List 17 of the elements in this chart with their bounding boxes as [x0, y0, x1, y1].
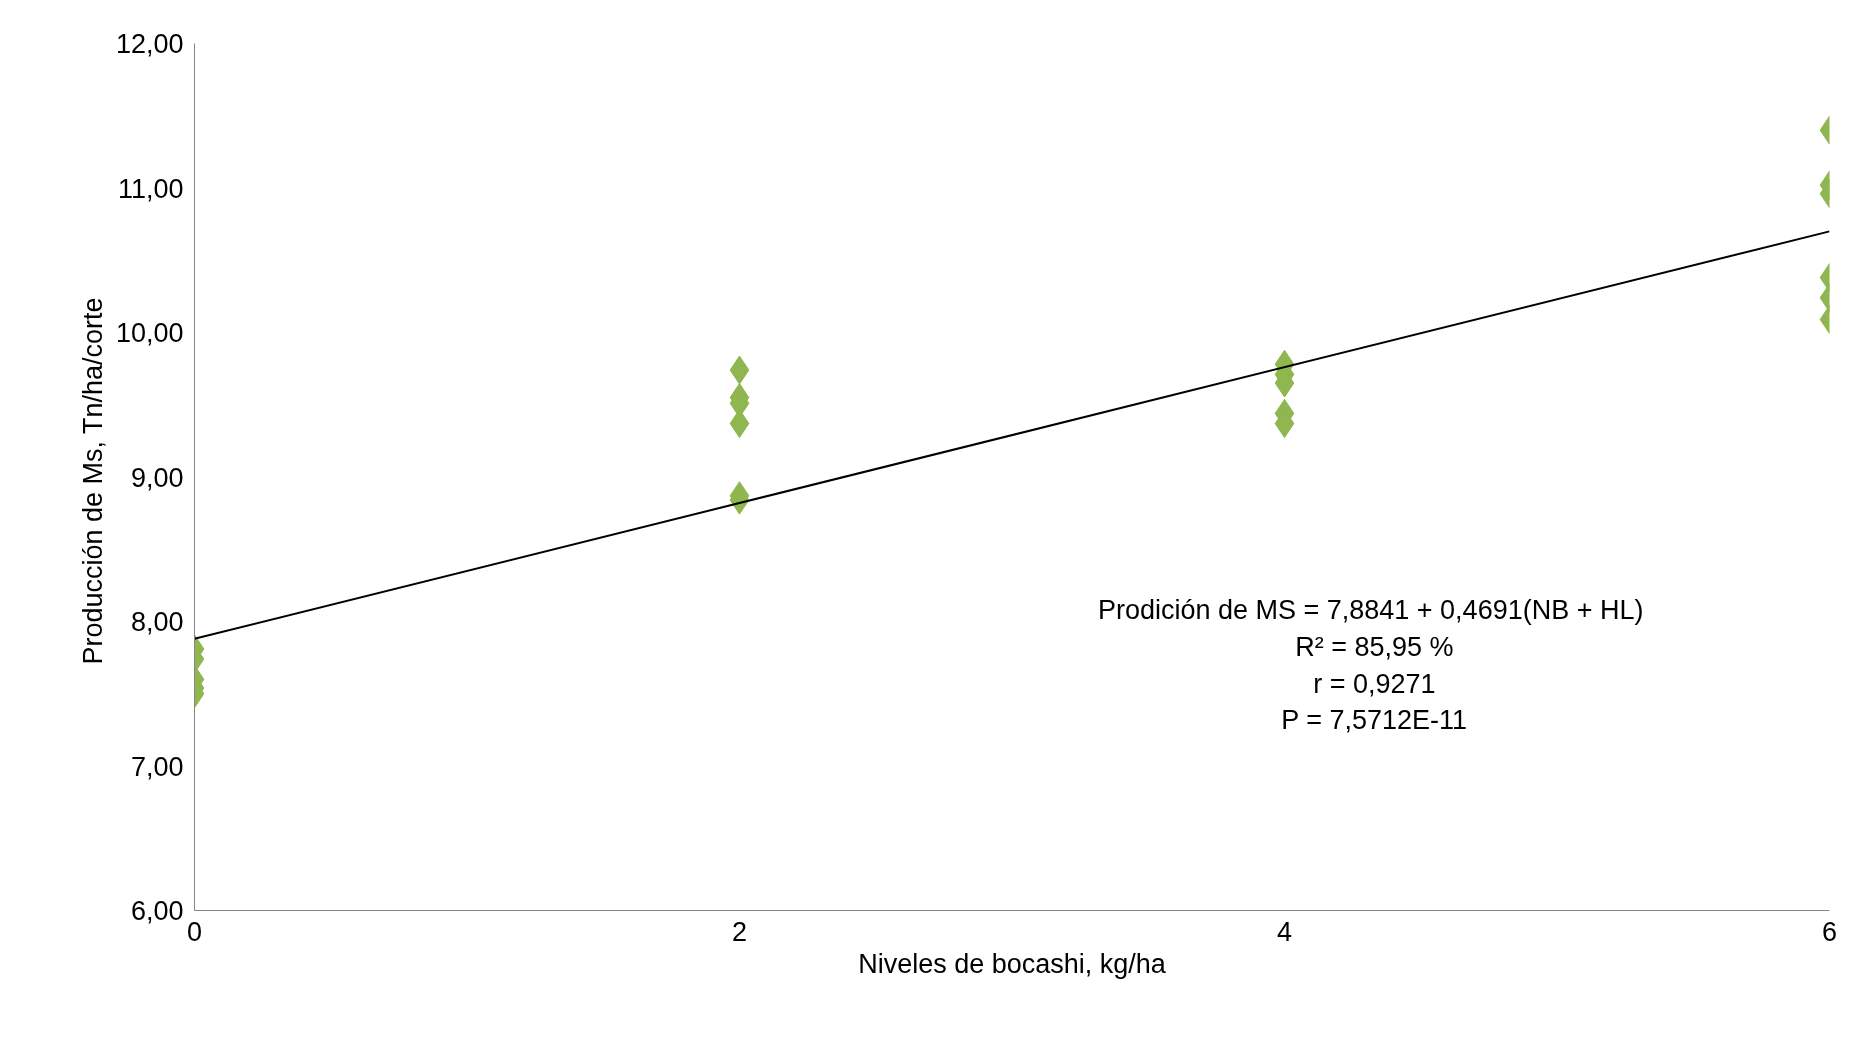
x-axis-title: Niveles de bocashi, kg/ha [858, 948, 1167, 979]
annotation: R² = 85,95 % [1295, 631, 1454, 662]
y-tick-label: 6,00 [130, 896, 184, 926]
x-tick-label: 6 [1821, 916, 1838, 947]
y-tick-label: 11,00 [117, 173, 184, 204]
x-tick-label: 4 [1276, 916, 1293, 947]
y-tick-label: 9,00 [130, 462, 184, 493]
annotation: P = 7,5712E-11 [1281, 705, 1468, 736]
y-tick-label: 7,00 [130, 751, 184, 782]
annotation: r = 0,9271 [1313, 668, 1436, 699]
y-axis-title: Producción de Ms, Tn/ha/corte [77, 297, 108, 665]
y-tick-label: 12,00 [115, 29, 184, 59]
annotation: Prodición de MS = 7,8841 + 0,4691(NB + HL) [1097, 594, 1644, 625]
x-tick-label: 2 [731, 916, 748, 947]
y-tick-label: 10,00 [115, 318, 184, 348]
x-tick-label: 0 [186, 916, 203, 947]
y-tick-label: 8,00 [130, 607, 184, 637]
